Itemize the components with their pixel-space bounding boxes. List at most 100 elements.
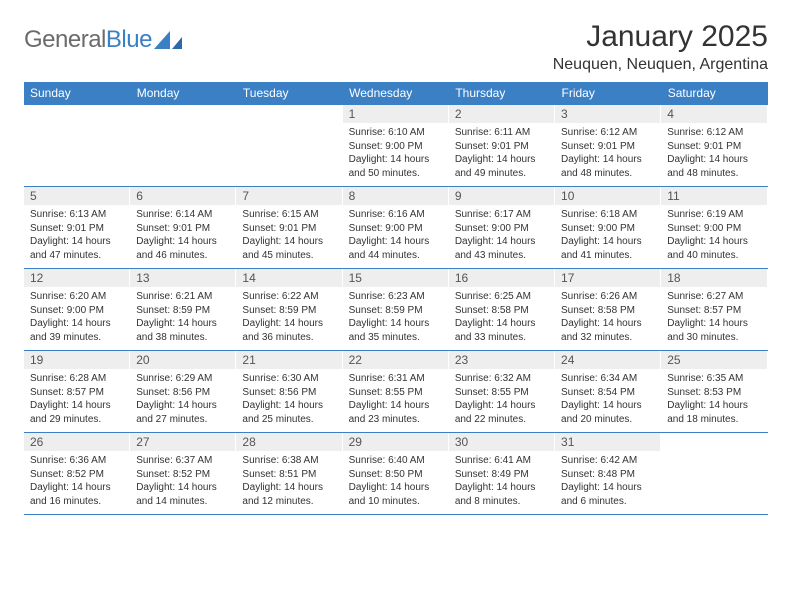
day-info: Sunrise: 6:15 AM Sunset: 9:01 PM Dayligh… bbox=[236, 205, 342, 266]
day-number: 22 bbox=[343, 351, 449, 369]
calendar-cell: 10Sunrise: 6:18 AM Sunset: 9:00 PM Dayli… bbox=[555, 187, 661, 269]
calendar-cell: 3Sunrise: 6:12 AM Sunset: 9:01 PM Daylig… bbox=[555, 105, 661, 187]
calendar-cell: 17Sunrise: 6:26 AM Sunset: 8:58 PM Dayli… bbox=[555, 269, 661, 351]
day-info: Sunrise: 6:21 AM Sunset: 8:59 PM Dayligh… bbox=[130, 287, 236, 348]
logo-text-general: General bbox=[24, 26, 106, 53]
calendar-cell: 21Sunrise: 6:30 AM Sunset: 8:56 PM Dayli… bbox=[236, 351, 342, 433]
calendar-row: 12Sunrise: 6:20 AM Sunset: 9:00 PM Dayli… bbox=[24, 269, 768, 351]
day-number: 17 bbox=[555, 269, 661, 287]
day-header: Saturday bbox=[661, 82, 767, 105]
day-header: Wednesday bbox=[343, 82, 449, 105]
day-number: 21 bbox=[236, 351, 342, 369]
day-info: Sunrise: 6:18 AM Sunset: 9:00 PM Dayligh… bbox=[555, 205, 661, 266]
day-number: 9 bbox=[449, 187, 555, 205]
day-header: Friday bbox=[555, 82, 661, 105]
day-number: 12 bbox=[24, 269, 130, 287]
title-block: January 2025 Neuquen, Neuquen, Argentina bbox=[553, 20, 768, 74]
calendar-cell: 9Sunrise: 6:17 AM Sunset: 9:00 PM Daylig… bbox=[449, 187, 555, 269]
day-info: Sunrise: 6:23 AM Sunset: 8:59 PM Dayligh… bbox=[343, 287, 449, 348]
day-number: 6 bbox=[130, 187, 236, 205]
day-number: 11 bbox=[661, 187, 767, 205]
day-number: 1 bbox=[343, 105, 449, 123]
day-number: 27 bbox=[130, 433, 236, 451]
day-number: 13 bbox=[130, 269, 236, 287]
day-number: 20 bbox=[130, 351, 236, 369]
calendar-cell bbox=[236, 105, 342, 187]
calendar-cell: 16Sunrise: 6:25 AM Sunset: 8:58 PM Dayli… bbox=[449, 269, 555, 351]
day-info: Sunrise: 6:12 AM Sunset: 9:01 PM Dayligh… bbox=[555, 123, 661, 184]
day-info: Sunrise: 6:32 AM Sunset: 8:55 PM Dayligh… bbox=[449, 369, 555, 430]
day-header: Monday bbox=[130, 82, 236, 105]
calendar-cell: 15Sunrise: 6:23 AM Sunset: 8:59 PM Dayli… bbox=[343, 269, 449, 351]
day-header: Thursday bbox=[449, 82, 555, 105]
day-info: Sunrise: 6:10 AM Sunset: 9:00 PM Dayligh… bbox=[343, 123, 449, 184]
day-info: Sunrise: 6:35 AM Sunset: 8:53 PM Dayligh… bbox=[661, 369, 767, 430]
day-info: Sunrise: 6:16 AM Sunset: 9:00 PM Dayligh… bbox=[343, 205, 449, 266]
day-header: Sunday bbox=[24, 82, 130, 105]
day-number: 30 bbox=[449, 433, 555, 451]
calendar-cell: 13Sunrise: 6:21 AM Sunset: 8:59 PM Dayli… bbox=[130, 269, 236, 351]
day-info: Sunrise: 6:40 AM Sunset: 8:50 PM Dayligh… bbox=[343, 451, 449, 512]
calendar-cell: 8Sunrise: 6:16 AM Sunset: 9:00 PM Daylig… bbox=[343, 187, 449, 269]
day-number: 2 bbox=[449, 105, 555, 123]
calendar-cell: 25Sunrise: 6:35 AM Sunset: 8:53 PM Dayli… bbox=[661, 351, 767, 433]
calendar-cell: 6Sunrise: 6:14 AM Sunset: 9:01 PM Daylig… bbox=[130, 187, 236, 269]
calendar-body: 1Sunrise: 6:10 AM Sunset: 9:00 PM Daylig… bbox=[24, 105, 768, 515]
day-info: Sunrise: 6:25 AM Sunset: 8:58 PM Dayligh… bbox=[449, 287, 555, 348]
calendar-row: 1Sunrise: 6:10 AM Sunset: 9:00 PM Daylig… bbox=[24, 105, 768, 187]
day-info: Sunrise: 6:27 AM Sunset: 8:57 PM Dayligh… bbox=[661, 287, 767, 348]
page: GeneralBlue January 2025 Neuquen, Neuque… bbox=[0, 0, 792, 535]
calendar-cell: 23Sunrise: 6:32 AM Sunset: 8:55 PM Dayli… bbox=[449, 351, 555, 433]
calendar-cell: 4Sunrise: 6:12 AM Sunset: 9:01 PM Daylig… bbox=[661, 105, 767, 187]
day-number: 24 bbox=[555, 351, 661, 369]
calendar-cell: 12Sunrise: 6:20 AM Sunset: 9:00 PM Dayli… bbox=[24, 269, 130, 351]
day-info: Sunrise: 6:42 AM Sunset: 8:48 PM Dayligh… bbox=[555, 451, 661, 512]
calendar-cell: 28Sunrise: 6:38 AM Sunset: 8:51 PM Dayli… bbox=[236, 433, 342, 515]
calendar-cell: 29Sunrise: 6:40 AM Sunset: 8:50 PM Dayli… bbox=[343, 433, 449, 515]
sail-icon bbox=[152, 29, 184, 51]
calendar-cell: 24Sunrise: 6:34 AM Sunset: 8:54 PM Dayli… bbox=[555, 351, 661, 433]
day-info: Sunrise: 6:12 AM Sunset: 9:01 PM Dayligh… bbox=[661, 123, 767, 184]
calendar-cell: 14Sunrise: 6:22 AM Sunset: 8:59 PM Dayli… bbox=[236, 269, 342, 351]
day-info: Sunrise: 6:38 AM Sunset: 8:51 PM Dayligh… bbox=[236, 451, 342, 512]
logo-text-blue: Blue bbox=[106, 26, 152, 53]
day-info: Sunrise: 6:19 AM Sunset: 9:00 PM Dayligh… bbox=[661, 205, 767, 266]
header: GeneralBlue January 2025 Neuquen, Neuque… bbox=[24, 20, 768, 74]
calendar-row: 26Sunrise: 6:36 AM Sunset: 8:52 PM Dayli… bbox=[24, 433, 768, 515]
calendar-cell: 18Sunrise: 6:27 AM Sunset: 8:57 PM Dayli… bbox=[661, 269, 767, 351]
day-info: Sunrise: 6:29 AM Sunset: 8:56 PM Dayligh… bbox=[130, 369, 236, 430]
day-info: Sunrise: 6:17 AM Sunset: 9:00 PM Dayligh… bbox=[449, 205, 555, 266]
day-info: Sunrise: 6:22 AM Sunset: 8:59 PM Dayligh… bbox=[236, 287, 342, 348]
calendar-cell: 2Sunrise: 6:11 AM Sunset: 9:01 PM Daylig… bbox=[449, 105, 555, 187]
day-number: 29 bbox=[343, 433, 449, 451]
calendar-row: 19Sunrise: 6:28 AM Sunset: 8:57 PM Dayli… bbox=[24, 351, 768, 433]
day-header: Tuesday bbox=[236, 82, 342, 105]
calendar-cell bbox=[661, 433, 767, 515]
calendar-row: 5Sunrise: 6:13 AM Sunset: 9:01 PM Daylig… bbox=[24, 187, 768, 269]
page-subtitle: Neuquen, Neuquen, Argentina bbox=[553, 56, 768, 74]
day-info: Sunrise: 6:11 AM Sunset: 9:01 PM Dayligh… bbox=[449, 123, 555, 184]
day-number: 14 bbox=[236, 269, 342, 287]
calendar-cell: 27Sunrise: 6:37 AM Sunset: 8:52 PM Dayli… bbox=[130, 433, 236, 515]
day-number: 26 bbox=[24, 433, 130, 451]
day-number: 7 bbox=[236, 187, 342, 205]
day-number: 15 bbox=[343, 269, 449, 287]
calendar-cell: 11Sunrise: 6:19 AM Sunset: 9:00 PM Dayli… bbox=[661, 187, 767, 269]
day-info: Sunrise: 6:14 AM Sunset: 9:01 PM Dayligh… bbox=[130, 205, 236, 266]
page-title: January 2025 bbox=[553, 20, 768, 54]
calendar-cell: 7Sunrise: 6:15 AM Sunset: 9:01 PM Daylig… bbox=[236, 187, 342, 269]
calendar-cell: 22Sunrise: 6:31 AM Sunset: 8:55 PM Dayli… bbox=[343, 351, 449, 433]
day-number: 10 bbox=[555, 187, 661, 205]
day-info: Sunrise: 6:31 AM Sunset: 8:55 PM Dayligh… bbox=[343, 369, 449, 430]
logo: GeneralBlue bbox=[24, 26, 184, 54]
day-info: Sunrise: 6:20 AM Sunset: 9:00 PM Dayligh… bbox=[24, 287, 130, 348]
calendar-cell: 1Sunrise: 6:10 AM Sunset: 9:00 PM Daylig… bbox=[343, 105, 449, 187]
day-info: Sunrise: 6:28 AM Sunset: 8:57 PM Dayligh… bbox=[24, 369, 130, 430]
day-info: Sunrise: 6:37 AM Sunset: 8:52 PM Dayligh… bbox=[130, 451, 236, 512]
calendar-header-row: Sunday Monday Tuesday Wednesday Thursday… bbox=[24, 82, 768, 105]
day-info: Sunrise: 6:36 AM Sunset: 8:52 PM Dayligh… bbox=[24, 451, 130, 512]
calendar-table: Sunday Monday Tuesday Wednesday Thursday… bbox=[24, 82, 768, 515]
day-number: 19 bbox=[24, 351, 130, 369]
calendar-cell bbox=[24, 105, 130, 187]
day-number: 3 bbox=[555, 105, 661, 123]
